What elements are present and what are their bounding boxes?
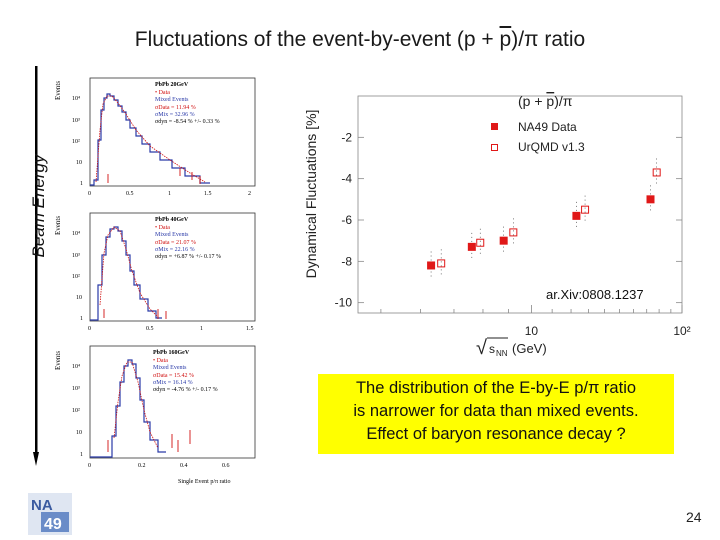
callout-line: is narrower for data than mixed events. [353,402,639,420]
x-tick: 0.2 [138,463,146,469]
point-na49 [467,242,476,251]
y-tick: 1 [80,181,83,187]
chart-marks [427,158,661,280]
x-tick: 1 [200,326,203,332]
page-number: 24 [686,509,702,525]
x-tick: 2 [248,191,251,197]
histogram-panel-160gev: Events 10⁴ 10³ 10² 10 1 PbPb 160GeV • Da… [50,340,265,490]
x-tick: 1.5 [204,191,212,197]
y-tick-label: -4 [341,172,352,186]
x-tick: 0.5 [126,191,134,197]
y-tick: 10² [72,408,80,414]
chart-axes [357,95,683,314]
x-tick: 1 [168,191,171,197]
legend-mixed: Mixed Events [155,232,189,238]
histogram-panel-40gev: Events 10⁴ 10³ 10² 10 1 PbPb 40GeV • Dat… [50,205,265,335]
y-axis-label: Events [54,351,62,370]
sqrt-symbol: √ [476,337,487,359]
sigma-mix: σMix = 22.16 % [155,247,195,253]
logo-49: 49 [44,516,62,533]
x-tick: 1.5 [246,326,254,332]
na49-logo: NA 49 [28,493,72,535]
fluctuation-chart: Dynamical Fluctuations [%] -2 -4 -6 -8 -10 1… [303,93,691,359]
legend-data: • Data [153,358,168,364]
legend-mixed: Mixed Events [155,97,189,103]
y-tick: 10³ [72,118,80,124]
legend-na49-marker [491,123,498,130]
beam-energy-arrow [33,66,39,466]
panel-energy: PbPb 20GeV [155,82,189,88]
legend-urqmd-marker [491,144,498,151]
sigma-dyn: σdyn = -4.76 % +/- 0.17 % [153,387,218,393]
x-tick-label: 10 [525,324,539,338]
y-tick: 10³ [72,253,80,259]
y-axis-label: Events [54,216,62,235]
x-tick: 0 [88,326,91,332]
sigma-data: σData = 21.07 % [155,240,196,246]
x-tick: 0.4 [180,463,188,469]
y-tick: 10² [72,274,80,280]
sigma-mix: σMix = 32.96 % [155,112,195,118]
chart-y-ticks: -2 -4 -6 -8 -10 [335,130,682,310]
panel-energy: PbPb 40GeV [155,217,189,223]
logo-na: NA [31,497,53,514]
x-tick: 0.5 [146,326,154,332]
conclusion-callout: The distribution of the E-by-E p/π ratio… [318,374,674,454]
callout-line: The distribution of the E-by-E p/π ratio [355,379,637,397]
sigma-data: σData = 15.42 % [153,373,194,379]
x-tick: 0.6 [222,463,230,469]
x-tick: 0 [88,463,91,469]
y-tick: 10² [72,139,80,145]
legend-data: • Data [155,90,170,96]
y-tick-label: -2 [341,130,352,144]
x-tick: 0 [88,191,91,197]
y-tick: 1 [80,316,83,322]
y-tick: 10³ [72,386,80,392]
x-tick-label: 10² [673,324,690,338]
point-na49 [427,261,436,270]
beam-energy-label: Beam Energy [29,154,48,258]
y-tick-label: -10 [335,296,353,310]
panel-energy: PbPb 160GeV [153,350,190,356]
arxiv-reference: ar.Xiv:0808.1237 [546,287,644,302]
y-tick: 10 [76,295,82,301]
y-tick: 10⁴ [72,364,80,370]
point-urqmd [437,259,446,268]
point-na49 [646,195,655,204]
y-tick: 10 [76,430,82,436]
chart-y-label: Dynamical Fluctuations [%] [303,110,319,279]
point-urqmd [581,205,590,214]
x-label-s: s [489,342,495,356]
legend-na49: NA49 Data [518,120,577,134]
x-axis-label: Single Event p/π ratio [178,479,231,485]
x-label-unit: (GeV) [512,341,547,356]
point-na49 [499,236,508,245]
point-urqmd [476,238,485,247]
legend-data: • Data [155,225,170,231]
x-label-nn: NN [496,349,508,358]
y-tick: 1 [80,452,83,458]
chart-x-ticks: 10 10² [380,305,691,338]
point-na49 [572,211,581,220]
slide-title: Fluctuations of the event-by-event (p + … [134,28,586,51]
y-tick-label: -6 [341,213,352,227]
legend-mixed: Mixed Events [153,365,187,371]
sigma-mix: σMix = 16.14 % [153,380,193,386]
chart-frame [357,95,683,314]
callout-line: Effect of baryon resonance decay ? [366,425,626,443]
y-tick: 10⁴ [72,231,80,237]
chart-title: (p + p)/π [518,93,573,109]
y-tick-label: -8 [341,254,352,268]
point-urqmd [652,168,661,177]
histogram-panel-20gev: Events 10⁴ 10³ 10² 10 1 PbPb 20GeV • Dat… [50,70,265,200]
y-tick: 10 [76,160,82,166]
point-urqmd [509,228,518,237]
sigma-dyn: σdyn = -8.54 % +/- 0.33 % [155,119,220,125]
y-axis-label: Events [54,81,62,100]
sigma-data: σData = 11.94 % [155,105,196,111]
sigma-dyn: σdyn = +6.87 % +/- 0.17 % [155,254,221,260]
y-tick: 10⁴ [72,96,80,102]
legend-urqmd: UrQMD v1.3 [518,140,585,154]
